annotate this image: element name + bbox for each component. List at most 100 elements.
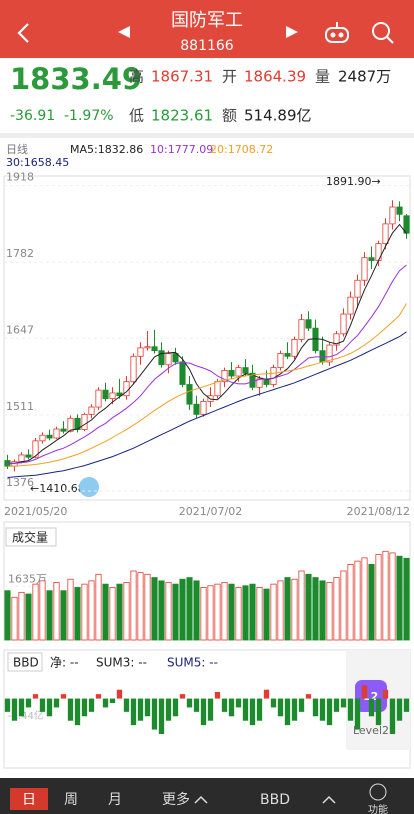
candle-body	[305, 319, 312, 329]
volume-bar	[144, 573, 151, 641]
tab[interactable]: 月	[108, 792, 122, 808]
candle-body	[368, 257, 375, 261]
bbd-bar	[39, 698, 46, 712]
candle-body	[193, 403, 200, 415]
zoom-button[interactable]	[79, 477, 99, 497]
bbd-bar	[186, 698, 193, 708]
candle-body	[39, 434, 46, 442]
volume-bar	[130, 570, 137, 641]
ma-legend: 10:1777.09	[150, 143, 213, 156]
bbd-bar	[4, 698, 11, 712]
change-pct: -1.97%	[64, 108, 114, 124]
bbd-bar	[74, 698, 81, 726]
volume-bar	[340, 570, 347, 641]
label: 量	[315, 68, 330, 86]
prev-button[interactable]	[118, 26, 130, 38]
candle-body	[235, 367, 242, 377]
candle-body	[333, 333, 340, 346]
volume-bar	[165, 582, 172, 641]
tab[interactable]: BBD	[260, 792, 290, 808]
volume-bar	[396, 555, 403, 641]
candle-body	[270, 367, 277, 385]
tab[interactable]: 更多	[162, 791, 190, 808]
bbd-bar	[284, 698, 291, 726]
bbd-bar	[200, 698, 207, 726]
bbd-tag	[7, 652, 43, 672]
candle-body	[165, 353, 172, 366]
candle-body	[361, 257, 368, 281]
candle-body	[326, 344, 333, 363]
value: 514.89亿	[244, 107, 312, 125]
candle-body	[18, 454, 25, 463]
tab[interactable]: 日	[22, 792, 36, 808]
volume-bar	[221, 582, 228, 641]
volume-bar	[312, 577, 319, 641]
next-button[interactable]	[286, 26, 298, 38]
volume-bar	[137, 572, 144, 641]
bbd-bar	[228, 698, 235, 717]
bbd-bar	[256, 698, 263, 721]
candle-body	[109, 392, 116, 399]
bbd-bar	[270, 698, 277, 708]
volume-bar	[284, 577, 291, 641]
volume-bar	[123, 582, 130, 641]
candle-body	[256, 378, 263, 388]
volume-bar	[403, 557, 410, 641]
volume-bar	[53, 582, 60, 641]
volume-title: 成交量	[12, 530, 48, 545]
volume-bar	[32, 583, 39, 641]
volume-bar	[270, 583, 277, 641]
level2-label: Level2	[353, 724, 389, 737]
bbd-bar	[88, 698, 95, 712]
candle-body	[242, 367, 249, 374]
volume-bar	[249, 583, 256, 641]
tab[interactable]: 功能	[368, 803, 388, 814]
volume-bar	[158, 580, 165, 641]
bbd-bar	[340, 698, 347, 708]
candle-body	[60, 428, 67, 432]
volume-bar	[102, 583, 109, 641]
candle-body	[347, 296, 354, 315]
volume-bar	[109, 587, 116, 641]
tab-active[interactable]	[10, 788, 48, 810]
func-icon[interactable]	[369, 783, 387, 801]
candle-body	[137, 347, 144, 357]
volume-bar	[333, 577, 340, 641]
candle-body	[214, 381, 221, 397]
code: 881166	[180, 38, 234, 54]
bbd-bar	[221, 698, 228, 712]
period: 日线	[6, 142, 28, 156]
candle-body	[151, 346, 158, 352]
bbd-bar	[193, 698, 200, 712]
volume-bar	[200, 587, 207, 641]
candle-body	[102, 389, 109, 399]
volume-bar	[172, 583, 179, 641]
candle-body	[298, 319, 305, 340]
bbd-bar	[263, 689, 270, 699]
search-icon[interactable]	[372, 22, 394, 44]
candle-body	[340, 313, 347, 335]
bbd-bar	[326, 698, 333, 726]
bbd-bar	[179, 694, 186, 699]
volume-bar	[291, 578, 298, 641]
tabs: 日 周 月 更多 BBD 功能	[22, 791, 388, 814]
bbd-bar	[312, 698, 319, 717]
ma-legend: 20:1708.72	[210, 143, 273, 156]
candle-body	[67, 417, 74, 432]
value: 2487万	[338, 68, 391, 86]
back-button[interactable]	[17, 23, 29, 43]
value: 1867.31	[151, 68, 213, 86]
x-tick-label: 2021/07/02	[179, 505, 242, 518]
volume-bar	[60, 590, 67, 641]
bbd-bar	[249, 698, 256, 726]
candle-body	[221, 369, 228, 383]
bbd-sum3: SUM3: --	[96, 656, 147, 670]
bbd-bar	[158, 698, 165, 734]
robot-icon[interactable]	[325, 22, 349, 43]
bbd-bar	[116, 689, 123, 699]
volume-bar	[18, 591, 25, 641]
bbd-bar	[102, 698, 109, 708]
bbd-bar	[235, 698, 242, 708]
tab[interactable]: 周	[64, 792, 78, 808]
volume-bar	[256, 587, 263, 641]
